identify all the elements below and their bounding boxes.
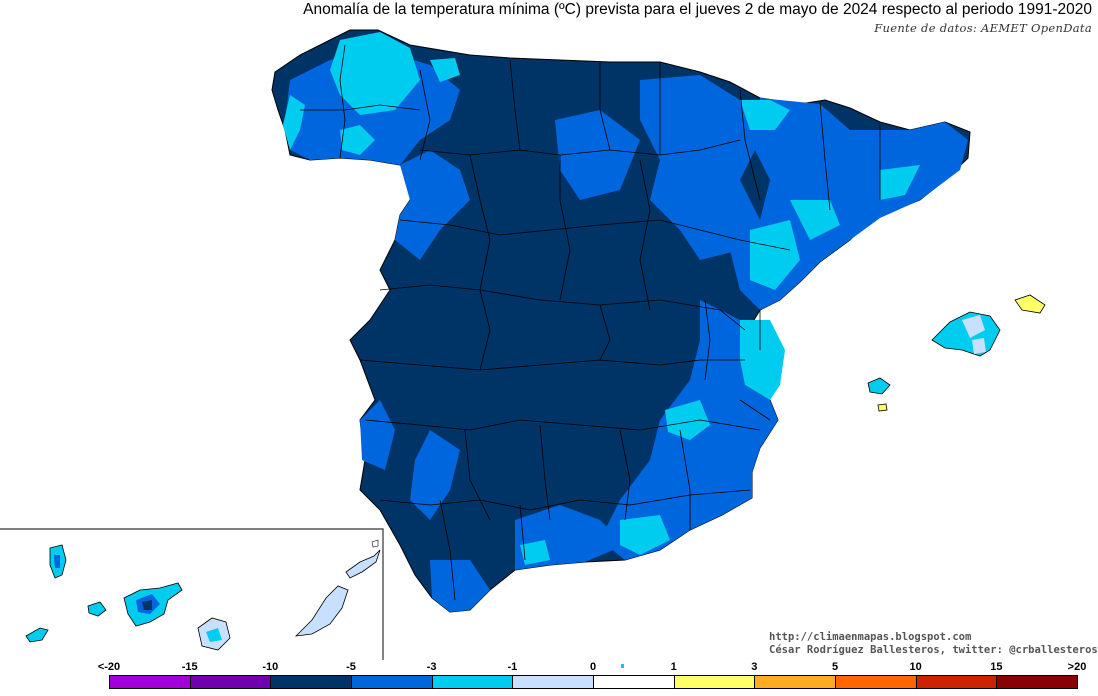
legend-swatch [431, 675, 514, 689]
legend-swatch [673, 675, 756, 689]
legend-label: -1 [507, 661, 518, 673]
legend-swatch [270, 675, 352, 689]
author-credit: César Rodríguez Ballesteros, twitter: @c… [769, 644, 1098, 656]
anomaly-cyan-regions [283, 32, 920, 565]
balearic-islands [867, 294, 1046, 412]
legend-marker [621, 664, 624, 668]
legend-swatch [351, 675, 433, 689]
legend-label: 15 [990, 661, 1003, 673]
lanzarote [345, 549, 381, 579]
legend-label: 10 [909, 661, 922, 673]
legend-swatch [593, 675, 675, 689]
legend-label: 5 [831, 661, 839, 673]
legend-swatch [915, 675, 998, 689]
legend-swatch [512, 675, 594, 689]
credits: http://climaenmapas.blogspot.com César R… [769, 631, 1098, 657]
legend-label: -15 [181, 661, 198, 673]
map-title: Anomalía de la temperatura mínima (ºC) p… [303, 1, 1092, 18]
legend-label: 3 [751, 661, 758, 673]
anomaly-map [0, 29, 1046, 660]
legend-label: 1 [670, 661, 677, 673]
el-hierro [25, 627, 49, 643]
legend-label: 0 [589, 661, 597, 673]
legend-swatch [754, 675, 836, 689]
fuerteventura [294, 585, 349, 637]
legend-swatch [996, 675, 1078, 689]
legend-label: -10 [262, 661, 279, 673]
legend-swatch [835, 675, 917, 689]
legend-label: -3 [426, 661, 437, 673]
legend-swatch [109, 675, 191, 689]
legend-label: >20 [1067, 661, 1087, 673]
canary-islands-inset [0, 528, 384, 660]
legend-label: <-20 [97, 661, 121, 673]
province-borders [300, 44, 881, 601]
legend-label: -5 [346, 661, 356, 673]
data-source: Fuente de datos: AEMET OpenData [874, 21, 1092, 35]
la-gomera [87, 601, 107, 617]
website-credit: http://climaenmapas.blogspot.com [769, 631, 972, 643]
legend-swatch [189, 675, 272, 689]
